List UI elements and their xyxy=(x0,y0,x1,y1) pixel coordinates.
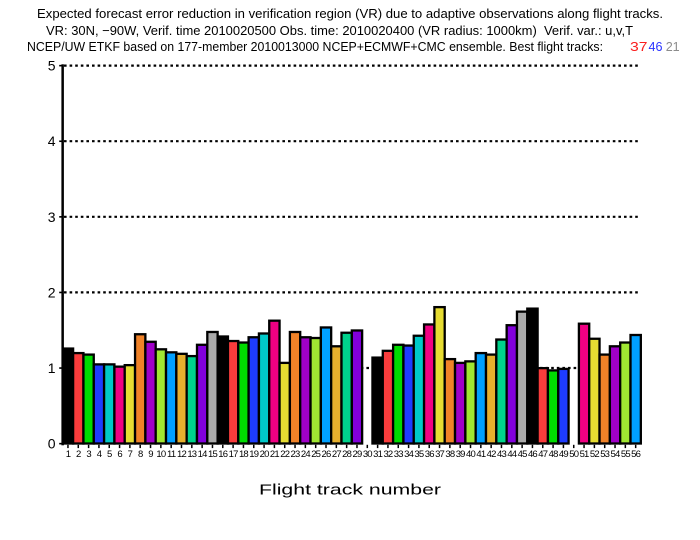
svg-text:18: 18 xyxy=(239,449,248,460)
svg-text:5: 5 xyxy=(107,449,112,460)
svg-text:52: 52 xyxy=(590,449,599,460)
svg-text:NCEP/UW ETKF based on 177-memb: NCEP/UW ETKF based on 177-member 2010013… xyxy=(27,39,603,54)
svg-text:8: 8 xyxy=(138,449,143,460)
svg-text:54: 54 xyxy=(611,449,620,460)
svg-text:37: 37 xyxy=(435,449,444,460)
svg-text:21: 21 xyxy=(270,449,279,460)
svg-text:26: 26 xyxy=(322,449,331,460)
svg-text:Expected forecast error reduct: Expected forecast error reduction in ver… xyxy=(37,6,663,21)
svg-text:53: 53 xyxy=(600,449,609,460)
svg-text:10: 10 xyxy=(156,449,165,460)
svg-text:VR: 30N, −90W, Verif. time 201: VR: 30N, −90W, Verif. time 2010020500 Ob… xyxy=(46,23,633,38)
svg-text:14: 14 xyxy=(198,449,207,460)
svg-text:50: 50 xyxy=(569,449,578,460)
svg-text:41: 41 xyxy=(476,449,485,460)
svg-text:1: 1 xyxy=(66,449,71,460)
svg-text:42: 42 xyxy=(487,449,496,460)
svg-text:22: 22 xyxy=(280,449,289,460)
svg-text:51: 51 xyxy=(580,449,589,460)
svg-text:2: 2 xyxy=(76,449,81,460)
svg-text:31: 31 xyxy=(373,449,382,460)
svg-text:0: 0 xyxy=(48,436,56,452)
svg-text:16: 16 xyxy=(218,449,227,460)
svg-text:55: 55 xyxy=(621,449,630,460)
svg-text:20: 20 xyxy=(260,449,269,460)
svg-text:25: 25 xyxy=(311,449,320,460)
svg-text:3: 3 xyxy=(86,449,91,460)
svg-text:56: 56 xyxy=(631,449,640,460)
svg-text:5: 5 xyxy=(48,58,56,74)
svg-text:1: 1 xyxy=(48,360,56,376)
svg-text:30: 30 xyxy=(363,449,372,460)
svg-text:37: 37 xyxy=(630,39,648,54)
svg-text:21: 21 xyxy=(666,39,680,54)
svg-text:17: 17 xyxy=(229,449,238,460)
svg-text:29: 29 xyxy=(352,449,361,460)
svg-text:13: 13 xyxy=(187,449,196,460)
svg-text:15: 15 xyxy=(208,449,217,460)
svg-text:47: 47 xyxy=(538,449,547,460)
svg-text:40: 40 xyxy=(466,449,475,460)
svg-text:44: 44 xyxy=(507,449,516,460)
svg-text:39: 39 xyxy=(456,449,465,460)
svg-text:38: 38 xyxy=(445,449,454,460)
svg-text:48: 48 xyxy=(549,449,558,460)
svg-text:45: 45 xyxy=(518,449,527,460)
svg-text:9: 9 xyxy=(148,449,153,460)
svg-text:33: 33 xyxy=(394,449,403,460)
svg-text:27: 27 xyxy=(332,449,341,460)
svg-text:24: 24 xyxy=(301,449,310,460)
svg-text:32: 32 xyxy=(383,449,392,460)
svg-text:4: 4 xyxy=(48,133,56,149)
svg-text:35: 35 xyxy=(414,449,423,460)
svg-text:34: 34 xyxy=(404,449,413,460)
svg-text:43: 43 xyxy=(497,449,506,460)
svg-text:6: 6 xyxy=(117,449,122,460)
svg-text:23: 23 xyxy=(291,449,300,460)
svg-text:36: 36 xyxy=(425,449,434,460)
svg-text:4: 4 xyxy=(97,449,102,460)
svg-text:28: 28 xyxy=(342,449,351,460)
svg-text:7: 7 xyxy=(128,449,133,460)
svg-text:46: 46 xyxy=(649,39,663,54)
svg-text:19: 19 xyxy=(249,449,258,460)
svg-text:11: 11 xyxy=(167,449,176,460)
svg-text:46: 46 xyxy=(528,449,537,460)
svg-text:3: 3 xyxy=(48,209,56,225)
svg-text:Flight track number: Flight track number xyxy=(259,482,441,499)
svg-text:49: 49 xyxy=(559,449,568,460)
svg-text:2: 2 xyxy=(48,284,56,300)
svg-text:12: 12 xyxy=(177,449,186,460)
